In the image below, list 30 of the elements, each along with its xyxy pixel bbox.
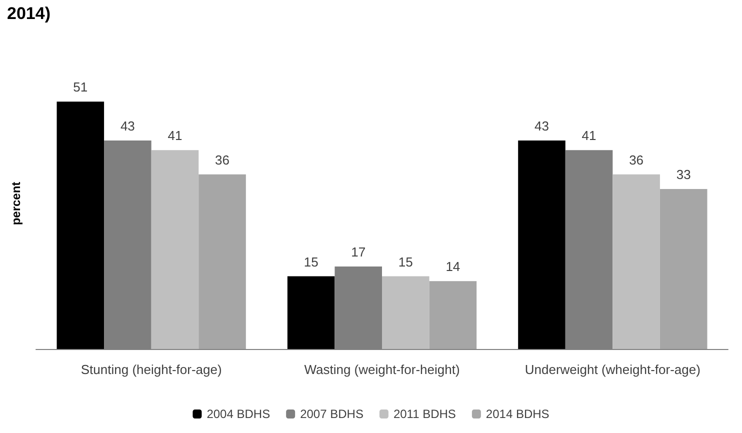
data-label: 43 <box>534 118 549 134</box>
data-label: 41 <box>582 128 596 144</box>
x-tick-label: Underweight (wheight-for-age) <box>524 362 700 377</box>
bar <box>660 188 708 349</box>
data-label: 36 <box>215 152 230 168</box>
data-label: 15 <box>304 254 318 270</box>
legend-label: 2004 BDHS <box>206 407 270 421</box>
data-label: 14 <box>446 259 460 274</box>
bar <box>151 150 199 349</box>
bar <box>287 276 335 349</box>
bar <box>198 174 246 349</box>
bar <box>429 281 477 349</box>
bar <box>382 276 430 349</box>
x-tick-label: Wasting (weight-for-height) <box>304 362 460 377</box>
legend-label: 2014 BDHS <box>486 407 550 421</box>
data-label: 36 <box>629 152 644 168</box>
data-label: 15 <box>398 254 413 270</box>
legend-label: 2007 BDHS <box>300 407 364 421</box>
data-label: 17 <box>351 244 366 260</box>
data-label: 43 <box>120 118 135 134</box>
bar <box>518 140 566 349</box>
data-label: 51 <box>73 80 88 95</box>
bar <box>612 174 660 349</box>
chart-title: 2014) <box>7 4 50 23</box>
legend-label: 2011 BDHS <box>393 407 456 421</box>
bar <box>56 102 104 349</box>
data-label: 41 <box>168 128 182 144</box>
data-label: 33 <box>676 166 691 182</box>
y-axis-title: percent <box>9 182 23 226</box>
x-tick-label: Stunting (height-for-age) <box>80 362 222 377</box>
